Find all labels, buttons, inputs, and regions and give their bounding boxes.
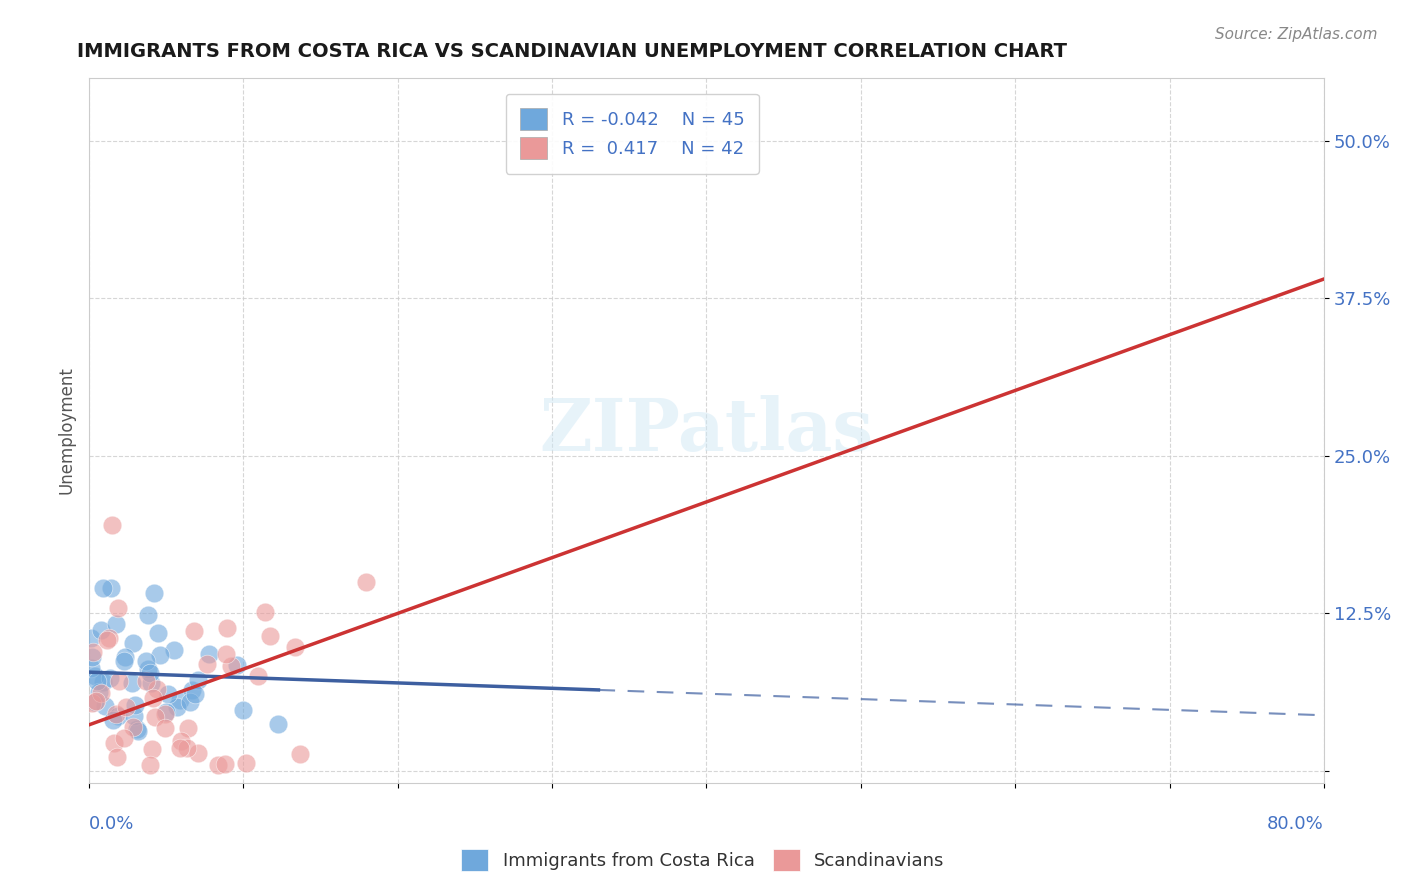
Point bbox=[91, 581, 114, 595]
Point bbox=[290, 747, 312, 761]
Point bbox=[122, 709, 145, 723]
Point bbox=[87, 685, 110, 699]
Point bbox=[107, 708, 129, 723]
Point bbox=[139, 757, 162, 772]
Point bbox=[153, 721, 176, 735]
Point bbox=[103, 736, 125, 750]
Point bbox=[179, 695, 201, 709]
Point bbox=[187, 746, 209, 760]
Point bbox=[169, 741, 191, 756]
Point bbox=[114, 649, 136, 664]
Point bbox=[91, 674, 114, 689]
Point bbox=[139, 665, 162, 680]
Point bbox=[198, 647, 221, 661]
Text: 0.0%: 0.0% bbox=[89, 815, 135, 833]
Point bbox=[139, 676, 162, 690]
Point bbox=[253, 605, 276, 619]
Point bbox=[215, 648, 238, 662]
Point bbox=[82, 644, 104, 658]
Point bbox=[107, 601, 129, 615]
Point bbox=[121, 676, 143, 690]
Point bbox=[79, 660, 101, 674]
Point bbox=[107, 750, 129, 764]
Legend: R = -0.042    N = 45, R =  0.417    N = 42: R = -0.042 N = 45, R = 0.417 N = 42 bbox=[506, 94, 759, 174]
Legend: Immigrants from Costa Rica, Scandinavians: Immigrants from Costa Rica, Scandinavian… bbox=[454, 842, 952, 879]
Point bbox=[94, 699, 117, 714]
Point bbox=[259, 629, 281, 643]
Point bbox=[84, 694, 107, 708]
Point bbox=[166, 699, 188, 714]
Point bbox=[149, 648, 172, 662]
Point bbox=[105, 707, 128, 722]
Point bbox=[219, 659, 242, 673]
Point bbox=[232, 703, 254, 717]
Point bbox=[135, 673, 157, 688]
Point bbox=[141, 742, 163, 756]
Point bbox=[89, 623, 111, 637]
Point bbox=[138, 608, 160, 623]
Point bbox=[80, 649, 103, 664]
Point bbox=[247, 669, 270, 683]
Point bbox=[101, 713, 124, 727]
Point bbox=[169, 692, 191, 706]
Point bbox=[217, 621, 239, 635]
Point bbox=[86, 674, 108, 689]
Point bbox=[183, 624, 205, 638]
Point bbox=[155, 707, 177, 722]
Point bbox=[187, 673, 209, 687]
Point bbox=[142, 691, 165, 706]
Point bbox=[143, 710, 166, 724]
Point bbox=[235, 756, 257, 770]
Point bbox=[83, 669, 105, 683]
Text: ZIPatlas: ZIPatlas bbox=[540, 395, 873, 466]
Point bbox=[82, 696, 104, 710]
Point bbox=[100, 671, 122, 685]
Point bbox=[112, 654, 135, 668]
Point bbox=[170, 734, 193, 748]
Y-axis label: Unemployment: Unemployment bbox=[58, 367, 75, 494]
Point bbox=[183, 686, 205, 700]
Point bbox=[100, 582, 122, 596]
Point bbox=[101, 518, 124, 533]
Point bbox=[84, 695, 107, 709]
Point bbox=[107, 674, 129, 689]
Point bbox=[176, 741, 198, 756]
Text: Source: ZipAtlas.com: Source: ZipAtlas.com bbox=[1215, 27, 1378, 42]
Point bbox=[90, 686, 112, 700]
Point bbox=[225, 658, 247, 673]
Point bbox=[112, 731, 135, 746]
Point bbox=[177, 721, 200, 735]
Point bbox=[96, 633, 118, 648]
Point bbox=[214, 757, 236, 772]
Point bbox=[207, 757, 229, 772]
Text: IMMIGRANTS FROM COSTA RICA VS SCANDINAVIAN UNEMPLOYMENT CORRELATION CHART: IMMIGRANTS FROM COSTA RICA VS SCANDINAVI… bbox=[77, 42, 1067, 61]
Point bbox=[104, 617, 127, 632]
Point bbox=[98, 631, 121, 645]
Point bbox=[267, 717, 290, 731]
Point bbox=[195, 657, 218, 671]
Point bbox=[148, 626, 170, 640]
Point bbox=[124, 698, 146, 713]
Point bbox=[127, 723, 149, 738]
Point bbox=[155, 705, 177, 719]
Point bbox=[157, 687, 180, 701]
Point bbox=[79, 631, 101, 645]
Point bbox=[127, 722, 149, 736]
Point bbox=[142, 586, 165, 600]
Point bbox=[122, 636, 145, 650]
Text: 80.0%: 80.0% bbox=[1267, 815, 1324, 833]
Point bbox=[163, 643, 186, 657]
Point bbox=[136, 662, 159, 676]
Point bbox=[135, 654, 157, 668]
Point bbox=[145, 681, 167, 696]
Point bbox=[181, 682, 204, 697]
Point bbox=[122, 721, 145, 735]
Point bbox=[284, 640, 307, 654]
Point bbox=[354, 575, 377, 590]
Point bbox=[115, 700, 138, 714]
